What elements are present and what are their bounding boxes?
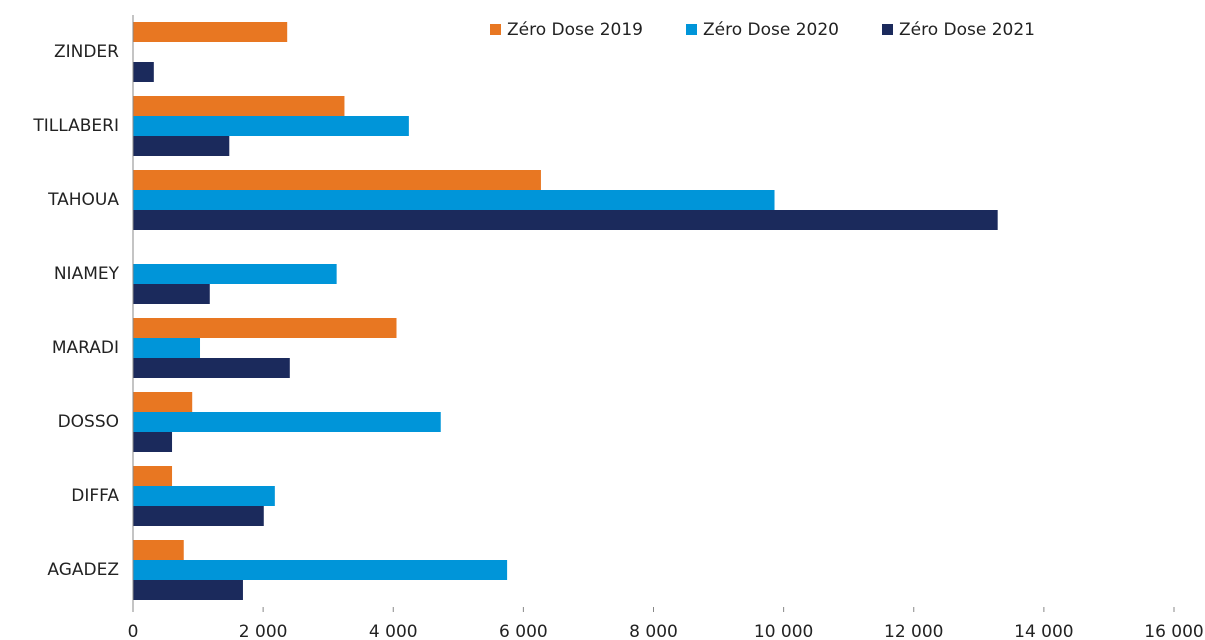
x-tick-label: 6 000 [499,622,548,640]
bar [133,540,184,560]
bar [133,22,288,42]
bar [133,318,397,338]
bar [133,136,230,156]
y-tick-label: DIFFA [71,486,119,506]
legend-swatch [490,24,501,35]
bar [133,580,243,600]
y-tick-label: TILLABERI [32,116,119,136]
bar [133,506,264,526]
x-tick-label: 4 000 [369,622,418,640]
y-tick-label: TAHOUA [47,190,119,210]
bar [133,96,345,116]
bar [133,62,154,82]
x-tick-label: 8 000 [629,622,678,640]
x-tick-label: 2 000 [239,622,288,640]
x-tick-label: 0 [128,622,139,640]
x-tick-label: 12 000 [884,622,943,640]
y-tick-label: DOSSO [58,412,119,432]
bar [133,466,173,486]
legend-swatch [686,24,697,35]
y-tick-label: MARADI [52,338,119,358]
legend-swatch [882,24,893,35]
legend-label: Zéro Dose 2021 [899,20,1035,40]
bar [133,358,290,378]
x-tick-label: 10 000 [754,622,813,640]
x-tick-label: 16 000 [1144,622,1203,640]
bar [133,116,409,136]
bar [133,190,775,210]
y-tick-label: ZINDER [54,42,119,62]
legend-label: Zéro Dose 2019 [507,20,643,40]
bar [133,338,201,358]
bar [133,392,193,412]
y-tick-label: NIAMEY [54,264,120,284]
bar [133,284,210,304]
legend-label: Zéro Dose 2020 [703,20,839,40]
bar [133,560,508,580]
y-tick-label: AGADEZ [47,560,119,580]
bar [133,264,337,284]
bar [133,486,275,506]
bar [133,210,998,230]
x-tick-label: 14 000 [1014,622,1073,640]
bar [133,412,441,432]
bar [133,170,541,190]
bar [133,432,173,452]
